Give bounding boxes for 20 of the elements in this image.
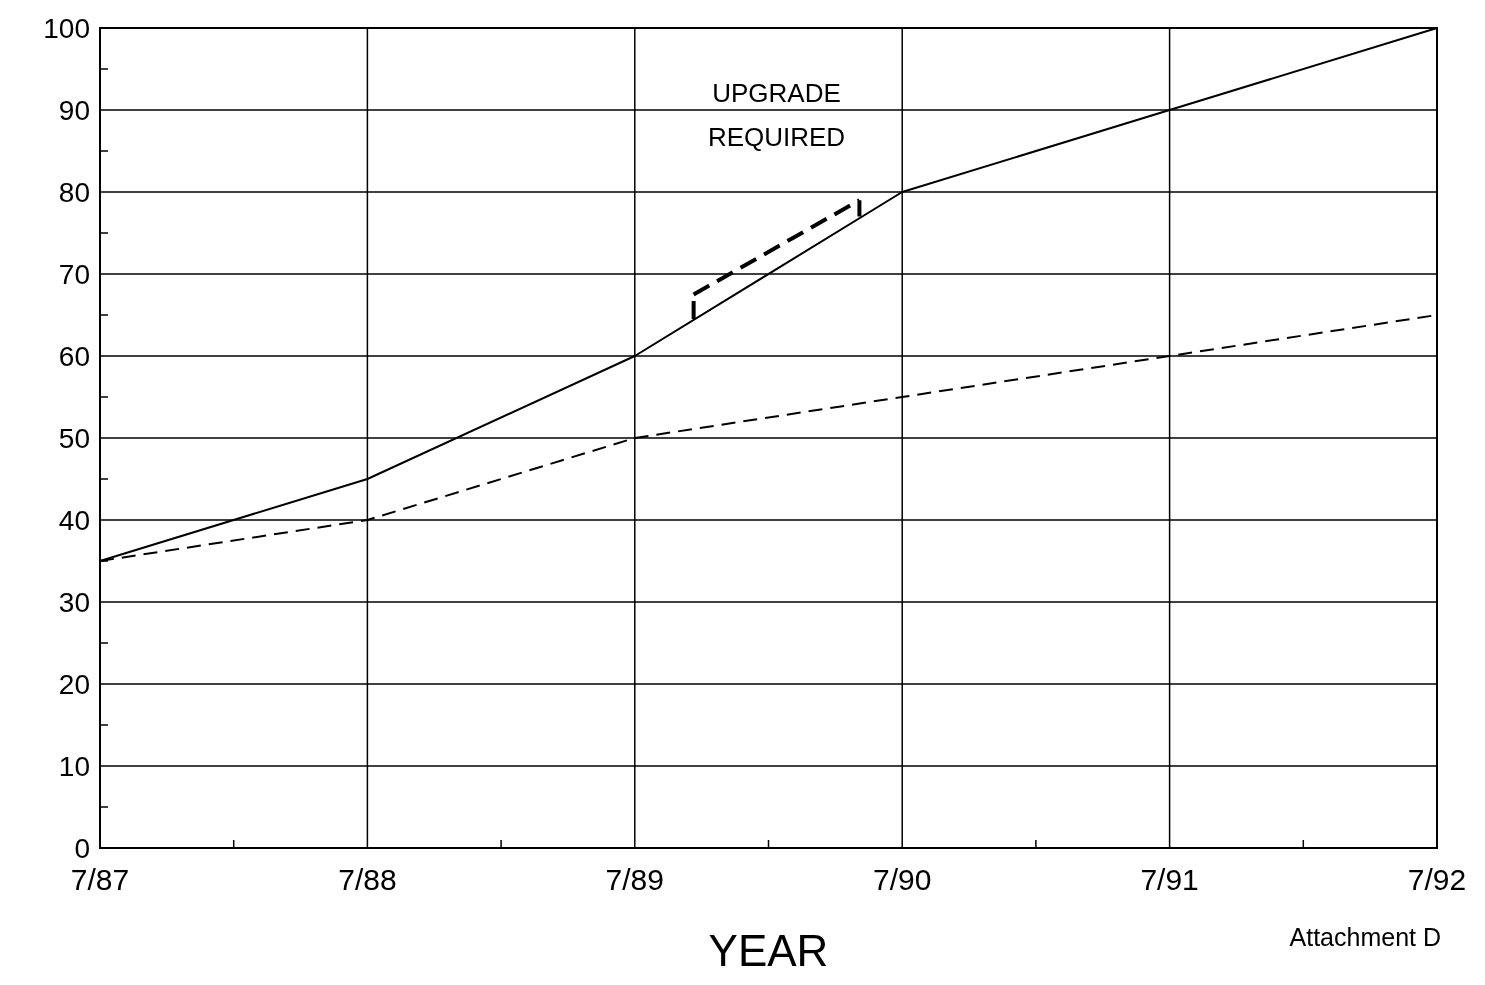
y-tick-label: 100 bbox=[43, 12, 90, 44]
x-tick-label: 7/90 bbox=[873, 863, 932, 896]
annotation: UPGRADE REQUIRED bbox=[707, 77, 846, 152]
x-tick-label: 7/91 bbox=[1140, 863, 1199, 896]
y-tick-label: 90 bbox=[58, 94, 90, 126]
y-tick-label: 40 bbox=[58, 504, 90, 536]
y-tick-label: 60 bbox=[58, 340, 90, 372]
y-tick-label: 0 bbox=[74, 832, 90, 864]
text: Attachment D bbox=[1289, 923, 1441, 951]
y-tick-label: 20 bbox=[58, 668, 90, 700]
y-tick-label: 10 bbox=[58, 750, 90, 782]
x-tick-label: 7/89 bbox=[605, 863, 664, 896]
y-tick-label: 80 bbox=[58, 176, 90, 208]
x-tick-label: 7/87 bbox=[70, 863, 130, 896]
y-tick-label: 30 bbox=[58, 586, 90, 618]
x-tick-label: 7/88 bbox=[338, 863, 397, 896]
y-tick-label: 50 bbox=[58, 422, 90, 454]
x-axis-title: YEAR bbox=[708, 926, 829, 975]
y-tick-label: 70 bbox=[58, 258, 90, 290]
x-tick-label: 7/92 bbox=[1407, 863, 1467, 896]
